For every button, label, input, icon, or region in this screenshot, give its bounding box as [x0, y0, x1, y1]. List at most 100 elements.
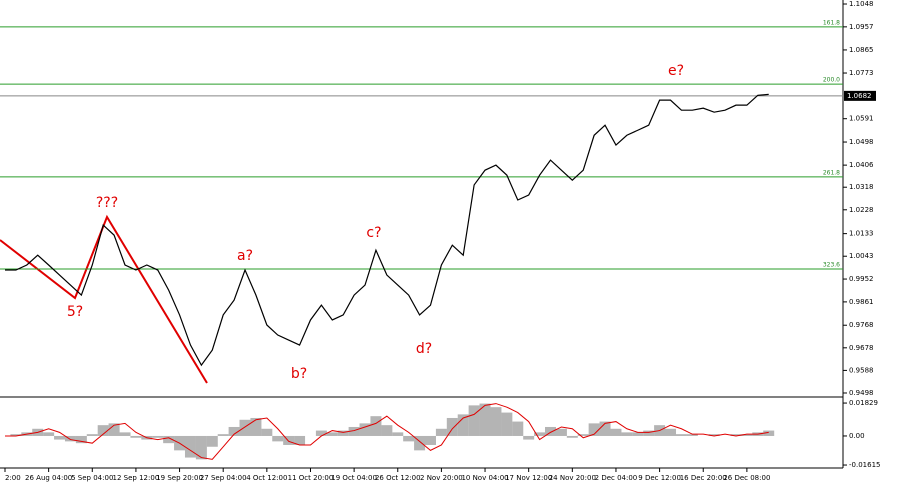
osc-bar	[468, 405, 480, 436]
osc-bar	[730, 434, 742, 436]
x-tick-label: 11 Oct 20:00	[288, 474, 334, 482]
osc-bar	[119, 432, 131, 436]
x-tick-label: 2 Nov 20:00	[420, 474, 463, 482]
y-tick-label: 1.0773	[849, 69, 874, 77]
y-tick-label: 0.9498	[849, 389, 874, 397]
osc-bar	[359, 423, 371, 436]
osc-bar	[708, 434, 720, 436]
x-tick-label: 24 Nov 20:00	[549, 474, 596, 482]
y-tick-label: 1.0318	[849, 183, 874, 191]
osc-bar	[108, 423, 120, 436]
osc-bar	[686, 434, 698, 436]
y-tick-label: 0.00	[849, 432, 865, 440]
x-tick-label: 26 Oct 12:00	[375, 474, 421, 482]
x-tick-label: 27 Sep 04:00	[200, 474, 247, 482]
osc-bar	[403, 435, 415, 442]
y-tick-label: -0.01615	[849, 461, 880, 469]
osc-bar	[675, 434, 687, 436]
osc-bar	[261, 428, 273, 436]
osc-bar	[665, 428, 677, 436]
osc-bar	[64, 435, 76, 442]
x-tick-label: 2:00	[5, 474, 21, 482]
osc-bar	[195, 435, 207, 460]
osc-bar	[337, 430, 349, 436]
fib-label: 261.8	[823, 169, 840, 176]
y-tick-label: 0.9861	[849, 298, 874, 306]
osc-bar	[545, 426, 556, 436]
osc-bar	[610, 428, 622, 436]
osc-bar	[152, 435, 164, 438]
fib-label: 200.0	[823, 77, 840, 84]
price-line	[5, 93, 769, 367]
osc-bar	[272, 435, 284, 442]
osc-bar	[250, 417, 262, 436]
wave-label: 5?	[67, 304, 83, 320]
wave-label: ???	[96, 195, 118, 211]
osc-bar	[490, 407, 502, 436]
y-tick-label: 0.9588	[849, 366, 874, 374]
osc-bar	[86, 434, 98, 436]
osc-bar	[184, 435, 196, 458]
osc-bar	[130, 435, 142, 438]
x-tick-label: 26 Aug 04:00	[25, 474, 72, 482]
y-tick-label: 1.0591	[849, 115, 874, 123]
x-tick-label: 2 Dec 04:00	[595, 474, 638, 482]
wave-label: e?	[668, 63, 684, 79]
current-price-box	[844, 90, 876, 101]
osc-bar	[523, 435, 535, 440]
osc-bar	[239, 419, 251, 436]
osc-bar	[457, 414, 469, 436]
osc-bar	[294, 435, 306, 445]
osc-bar	[283, 435, 295, 445]
x-tick-label: 19 Sep 20:00	[156, 474, 203, 482]
osc-bar	[206, 435, 218, 447]
y-tick-label: 1.0043	[849, 252, 874, 260]
y-tick-label: 0.01829	[849, 399, 878, 407]
y-tick-label: 0.9678	[849, 344, 874, 352]
osc-bar	[512, 421, 524, 436]
plot-area	[0, 0, 843, 468]
y-tick-label: 1.0957	[849, 23, 874, 31]
osc-bar	[54, 435, 66, 440]
osc-bar	[599, 421, 611, 436]
osc-bar	[217, 434, 229, 436]
osc-bar	[588, 423, 600, 436]
y-tick-label: 1.0406	[849, 161, 874, 169]
osc-bar	[643, 430, 655, 436]
osc-bar	[348, 426, 360, 436]
osc-bar	[632, 432, 644, 436]
x-tick-label: 9 Dec 12:00	[638, 474, 681, 482]
osc-bar	[75, 435, 87, 444]
osc-bar	[163, 435, 175, 444]
osc-bar	[392, 432, 404, 436]
osc-bar	[228, 426, 240, 436]
wave-label: d?	[416, 341, 432, 357]
y-tick-label: 1.1048	[849, 0, 874, 8]
osc-bar	[414, 435, 426, 451]
x-tick-label: 4 Oct 12:00	[246, 474, 287, 482]
y-tick-label: 1.0865	[849, 46, 874, 54]
fib-label: 161.8	[823, 19, 840, 26]
wave-label: b?	[291, 366, 307, 382]
x-tick-label: 12 Sep 12:00	[113, 474, 160, 482]
fib-label: 323.6	[823, 262, 840, 269]
osc-bar	[741, 434, 753, 436]
osc-bar	[424, 435, 436, 445]
osc-bar	[763, 430, 775, 436]
osc-bar	[326, 432, 338, 436]
osc-bar	[534, 432, 546, 436]
osc-bar	[479, 403, 491, 436]
osc-bar	[446, 417, 458, 436]
current-price-label: 1.0682	[847, 92, 872, 100]
osc-bar	[315, 430, 327, 436]
x-tick-label: 10 Nov 04:00	[461, 474, 508, 482]
osc-bar	[97, 425, 109, 436]
osc-bar	[43, 432, 55, 436]
signal-line	[5, 403, 769, 460]
y-tick-label: 0.9768	[849, 321, 874, 329]
x-tick-label: 16 Dec 20:00	[680, 474, 727, 482]
x-tick-label: 17 Nov 12:00	[505, 474, 552, 482]
osc-bar	[555, 428, 567, 436]
x-tick-label: 26 Dec 08:00	[723, 474, 770, 482]
